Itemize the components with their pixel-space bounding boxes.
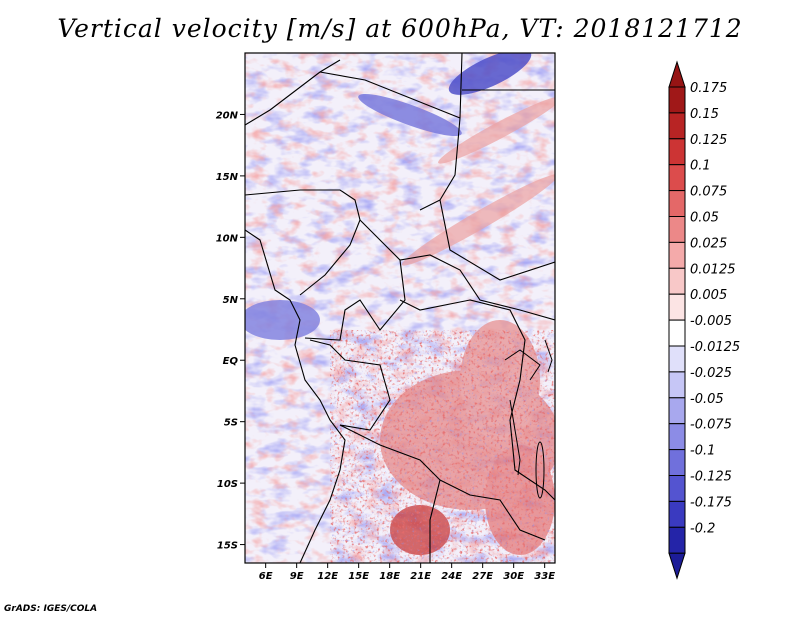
lakes: [504, 339, 553, 499]
colorbar-level-label: 0.15: [690, 107, 719, 122]
colorbar-level-label: 0.05: [690, 211, 719, 226]
colorbar-swatch: [668, 423, 686, 451]
lat-tick-label: 15S: [217, 541, 238, 552]
colorbar-swatch: [668, 86, 686, 114]
colorbar-swatch: [668, 500, 686, 528]
colorbar-level-label: -0.175: [690, 495, 732, 510]
coastline: [245, 229, 346, 563]
lon-tick-label: 18E: [379, 571, 400, 582]
colorbar-swatch: [668, 190, 686, 218]
colorbar-swatch: [668, 241, 686, 269]
colorbar-swatch: [668, 397, 686, 425]
colorbar-level-label: -0.075: [690, 418, 732, 433]
colorbar: 0.175 0.15 0.125 0.1 0.075 0.05 0.025 0.0125 0.0…: [668, 60, 740, 580]
ascent-band-northeast: [401, 96, 555, 266]
lon-tick-label: 15E: [348, 571, 369, 582]
lat-tick-label: EQ: [223, 356, 239, 367]
lon-tick-label: 33E: [534, 571, 555, 582]
colorbar-swatch: [668, 526, 686, 554]
convective-speckle-blue: [330, 330, 555, 563]
colorbar-level-label: 0.025: [690, 236, 727, 251]
page-title: Vertical velocity [m/s] at 600hPa, VT: 2…: [57, 14, 743, 43]
colorbar-swatch: [668, 371, 686, 399]
lat-tick-label: 10N: [216, 233, 239, 244]
lon-tick-label: 30E: [503, 571, 524, 582]
colorbar-swatch: [668, 267, 686, 295]
colorbar-swatch: [668, 216, 686, 243]
lon-tick-label: 6E: [259, 571, 273, 582]
country-borders: [245, 53, 555, 563]
lon-tick-label: 12E: [317, 571, 338, 582]
colorbar-level-label: -0.0125: [690, 340, 740, 355]
credit-label: GrADS: IGES/COLA: [4, 604, 98, 614]
descent-band-northeast: [245, 53, 532, 340]
lat-tick-label: 5S: [224, 418, 238, 429]
colorbar-swatch: [668, 112, 686, 140]
colorbar-swatch: [668, 475, 686, 502]
colorbar-level-label: -0.005: [690, 314, 732, 329]
colorbar-swatch: [668, 319, 686, 347]
colorbar-bottom-arrow: [668, 552, 686, 580]
lon-tick-label: 21E: [410, 571, 431, 582]
colorbar-swatch: [668, 345, 686, 373]
lon-tick-label: 9E: [290, 571, 304, 582]
longitude-axis: 6E 9E 12E 15E 18E 21E 24E 27E 30E 33E: [259, 563, 555, 582]
latitude-axis: 20N 15N 10N 5N EQ 5S 10S 15S: [216, 110, 245, 552]
lat-tick-label: 15N: [216, 172, 239, 183]
map-plot-area: [245, 53, 555, 563]
colorbar-top-arrow: [668, 60, 686, 88]
colorbar-swatch: [668, 138, 686, 166]
lat-tick-label: 20N: [216, 110, 239, 121]
lon-tick-label: 24E: [441, 571, 462, 582]
colorbar-level-label: -0.125: [690, 470, 732, 485]
colorbar-level-label: -0.05: [690, 392, 724, 407]
colorbar-level-label: 0.125: [690, 133, 727, 148]
map-frame: [244, 52, 556, 564]
colorbar-swatch: [668, 449, 686, 477]
colorbar-level-label: 0.005: [690, 288, 727, 303]
lon-tick-label: 27E: [472, 571, 493, 582]
colorbar-level-label: 0.1: [690, 159, 711, 174]
colorbar-level-label: -0.2: [690, 521, 715, 536]
lat-tick-label: 5N: [223, 295, 239, 306]
colorbar-level-label: -0.1: [690, 444, 715, 459]
colorbar-swatch: [668, 293, 686, 321]
colorbar-swatch: [668, 164, 686, 192]
colorbar-level-label: -0.025: [690, 366, 732, 381]
colorbar-level-label: 0.175: [690, 81, 727, 96]
colorbar-level-label: 0.075: [690, 185, 727, 200]
colorbar-level-label: 0.0125: [690, 262, 736, 277]
lat-tick-label: 10S: [217, 479, 238, 490]
